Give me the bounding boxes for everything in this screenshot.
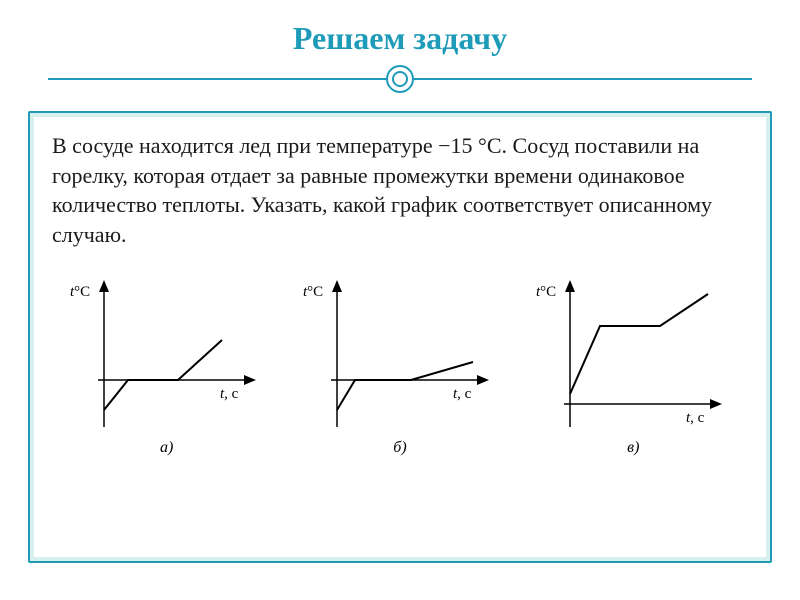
chart-caption: б): [393, 439, 406, 457]
chart-caption: а): [160, 439, 173, 457]
chart-a: t°C t, с: [62, 272, 272, 437]
y-axis-label: t°C: [303, 284, 323, 300]
title-line-left: [48, 78, 388, 80]
slide-title: Решаем задачу: [0, 0, 800, 65]
x-axis-label: t, с: [453, 386, 472, 402]
chart-wrap-b: t°C t, с б): [289, 272, 510, 457]
x-axis-label: t, с: [686, 410, 705, 426]
title-line-right: [412, 78, 752, 80]
content-box: В сосуде находится лед при температуре −…: [28, 111, 772, 563]
chart-line: [104, 340, 222, 410]
slide: Решаем задачу В сосуде находится лед при…: [0, 0, 800, 600]
content-inner: В сосуде находится лед при температуре −…: [34, 117, 766, 557]
title-circle-inner: [392, 71, 408, 87]
charts-row: t°C t, с а) t°C t, с б) t°C t, с в): [52, 272, 748, 457]
y-axis-label: t°C: [536, 284, 556, 300]
chart-v: t°C t, с: [528, 272, 738, 437]
y-axis-label: t°C: [70, 284, 90, 300]
x-axis-label: t, с: [220, 386, 239, 402]
title-decoration: [0, 65, 800, 93]
chart-wrap-v: t°C t, с в): [523, 272, 744, 457]
title-circle-icon: [386, 65, 414, 93]
chart-wrap-a: t°C t, с а): [56, 272, 277, 457]
chart-b: t°C t, с: [295, 272, 505, 437]
problem-text: В сосуде находится лед при температуре −…: [52, 131, 748, 250]
chart-caption: в): [627, 439, 639, 457]
chart-line: [570, 294, 708, 394]
